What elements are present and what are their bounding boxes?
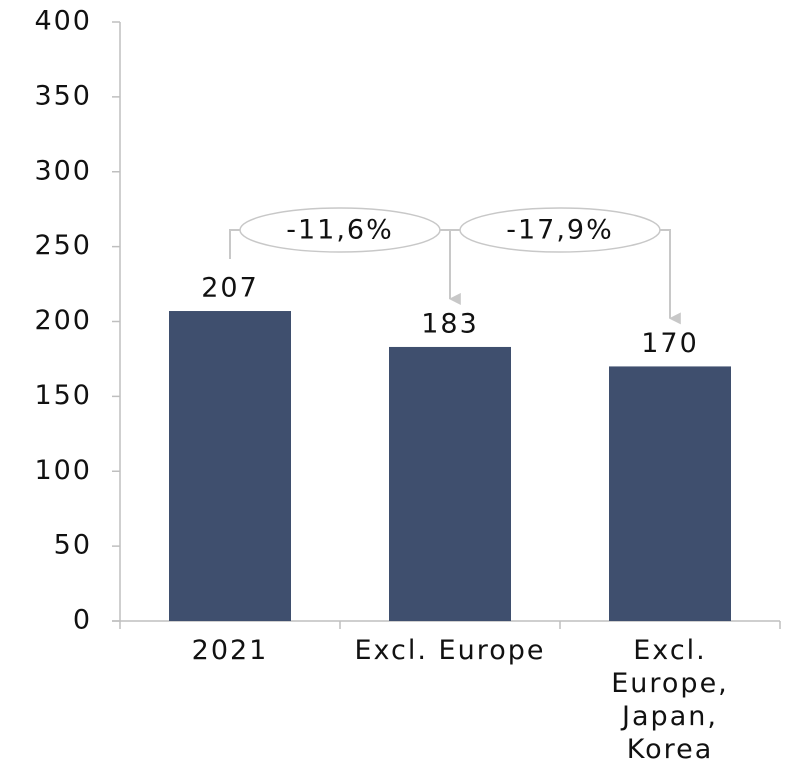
y-tick-label: 300	[34, 155, 92, 186]
bar	[609, 366, 731, 621]
value-label: 207	[201, 273, 259, 304]
y-tick-label: 400	[34, 6, 92, 37]
annotation: -17,9%	[506, 215, 614, 246]
bar	[169, 311, 291, 621]
annotation-bubble	[459, 207, 661, 253]
annotation-bubble	[239, 207, 441, 253]
value-label: 170	[641, 328, 699, 359]
y-tick-label: 200	[34, 305, 92, 336]
x-tick-label: 2021	[191, 635, 269, 666]
y-tick-label: 250	[34, 230, 92, 261]
y-tick-label: 100	[34, 455, 92, 486]
y-tick-label: 50	[54, 530, 92, 561]
bar	[389, 346, 511, 621]
annotation: -11,6%	[286, 215, 394, 246]
y-tick-label: 0	[73, 605, 92, 636]
y-tick-label: 350	[34, 80, 92, 111]
x-tick-label: Excl. Europe, Japan, Korea	[611, 635, 729, 765]
y-tick-label: 150	[34, 380, 92, 411]
value-label: 183	[421, 308, 479, 339]
x-tick-label: Excl. Europe	[354, 635, 546, 666]
